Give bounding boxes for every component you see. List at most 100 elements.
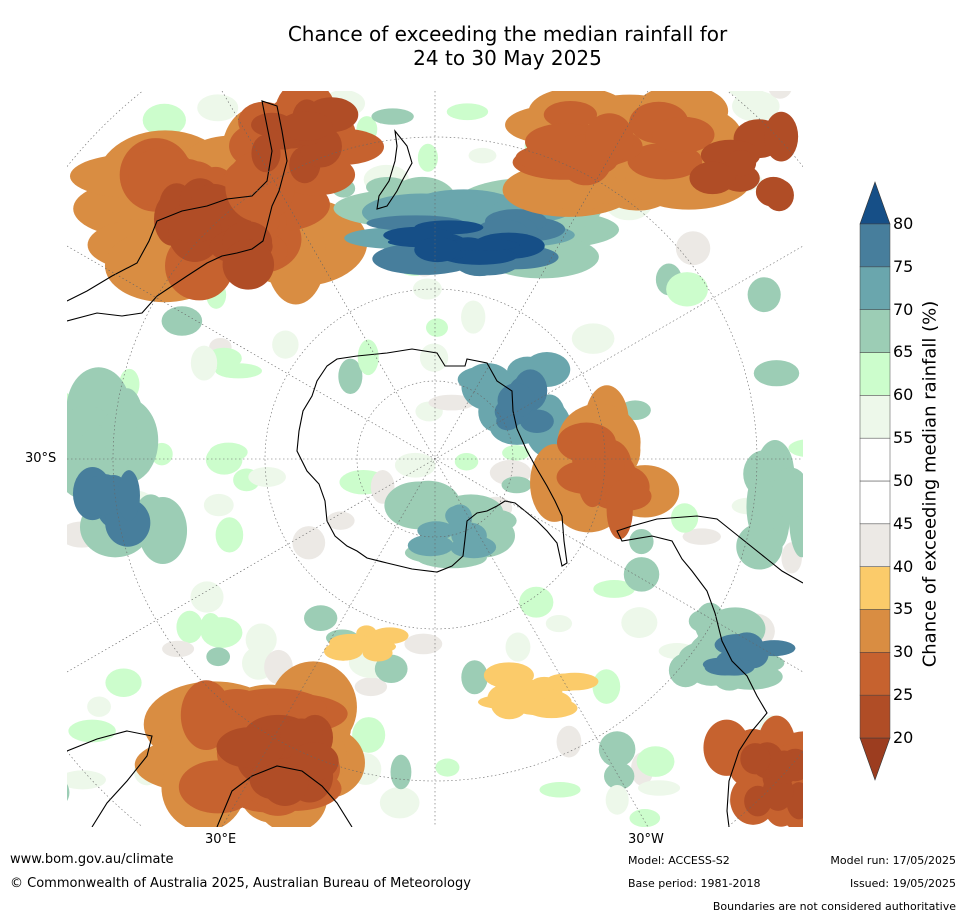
colorbar-segment [859, 352, 891, 396]
anomaly-patch [670, 503, 699, 533]
map-title-line-1: Chance of exceeding the median rainfall … [287, 22, 728, 46]
boundaries-disclaimer: Boundaries are not considered authoritat… [712, 900, 956, 913]
anomaly-patch [592, 669, 621, 704]
anomaly-patch [166, 202, 221, 243]
anomaly-patch [505, 632, 531, 662]
rainfall-anomaly-fields [67, 91, 803, 827]
anomaly-patch [445, 505, 470, 526]
anomaly-patch [454, 452, 479, 471]
website-link[interactable]: www.bom.gov.au/climate [10, 852, 174, 867]
anomaly-patch [636, 746, 675, 777]
anomaly-patch [67, 784, 70, 802]
anomaly-patch [100, 409, 138, 455]
model-name: Model: ACCESS-S2 [628, 854, 730, 867]
anomaly-patch [216, 727, 285, 769]
anomaly-patch [215, 517, 244, 553]
anomaly-patch [68, 719, 116, 743]
anomaly-patch [87, 696, 111, 717]
anomaly-patch [585, 113, 634, 164]
anomaly-patch [629, 809, 661, 827]
anomaly-patch [357, 339, 379, 376]
anomaly-patch [394, 452, 436, 478]
anomaly-patch [428, 394, 475, 411]
anomaly-patch [419, 343, 449, 372]
africa-coastline [67, 730, 353, 827]
anomaly-patch [502, 445, 530, 461]
anomaly-patch [176, 610, 203, 644]
colorbar-segment [859, 480, 891, 525]
anomaly-patch [338, 358, 363, 394]
anomaly-patch [446, 103, 489, 121]
anomaly-patch [190, 581, 224, 613]
model-run-date: Model run: 17/05/2025 [830, 854, 956, 867]
colorbar-segment [859, 309, 891, 353]
anomaly-patch [501, 476, 532, 494]
coastlines [67, 100, 803, 827]
colorbar-tick-label: 70 [893, 299, 914, 319]
anomaly-patch [304, 605, 338, 631]
anomaly-patch [206, 647, 231, 667]
anomaly-patch [623, 557, 660, 592]
anomaly-patch [326, 511, 355, 530]
colorbar-tick-label: 65 [893, 342, 914, 362]
colorbar-tick-label: 55 [893, 428, 914, 448]
anomaly-patch [414, 237, 461, 263]
anomaly-patch [593, 580, 636, 598]
anomaly-patch [354, 677, 388, 697]
anomaly-patch [556, 422, 616, 463]
longitude-label-30w: 30°W [628, 832, 664, 847]
anomaly-patch [571, 323, 615, 354]
colorbar-tick-label: 20 [893, 727, 914, 747]
anomaly-patch [755, 176, 791, 207]
anomaly-patch [225, 150, 296, 223]
anomaly-patch [621, 607, 658, 638]
anomaly-patch [725, 150, 757, 177]
colorbar-tick-label: 30 [893, 642, 914, 662]
issued-date: Issued: 19/05/2025 [849, 877, 956, 890]
colorbar-segment [859, 566, 891, 610]
colorbar-tick-label: 40 [893, 556, 914, 576]
anomaly-patch [330, 638, 356, 661]
anomaly-patch [468, 147, 497, 164]
anomaly-patch [788, 439, 803, 457]
anomaly-patch [280, 718, 323, 747]
anomaly-patch [435, 758, 460, 777]
anomaly-patch [417, 143, 438, 172]
anomaly-patch [355, 639, 396, 654]
new-zealand-coastline [376, 129, 413, 210]
anomaly-patch [190, 345, 218, 381]
anomaly-patch [292, 526, 326, 560]
anomaly-patch [404, 633, 443, 655]
anomaly-patch [483, 662, 534, 689]
anomaly-patch [771, 467, 803, 519]
anomaly-patch [606, 480, 633, 540]
anomaly-patch [539, 781, 581, 798]
anomaly-patch [604, 762, 635, 790]
anomaly-patch [545, 614, 573, 633]
anomaly-patch [768, 750, 800, 784]
colorbar-segment [859, 437, 891, 482]
colorbar-tick-label: 50 [893, 470, 914, 490]
anomaly-patch [379, 786, 420, 819]
longitude-label-30e: 30°E [205, 832, 237, 847]
anomaly-patch [105, 498, 151, 547]
anomaly-patch [556, 725, 582, 758]
anomaly-patch [161, 306, 203, 336]
colorbar-extend-high [859, 181, 891, 225]
map-canvas [67, 91, 803, 827]
anomaly-patch [666, 272, 708, 307]
colorbar-tick-label: 75 [893, 256, 914, 276]
anomaly-patch [290, 742, 339, 781]
anomaly-patch [426, 318, 448, 337]
australia-coastline [67, 100, 288, 322]
rainfall-map[interactable] [67, 91, 803, 827]
anomaly-patch [200, 612, 222, 642]
colorbar-tick-label: 25 [893, 685, 914, 705]
anomaly-patch [746, 470, 775, 542]
anomaly-patch [142, 103, 186, 137]
anomaly-patch [180, 680, 232, 751]
anomaly-patch [497, 383, 536, 418]
colorbar-tick-label: 60 [893, 385, 914, 405]
anomaly-patch [605, 785, 629, 815]
anomaly-patch [105, 668, 142, 697]
